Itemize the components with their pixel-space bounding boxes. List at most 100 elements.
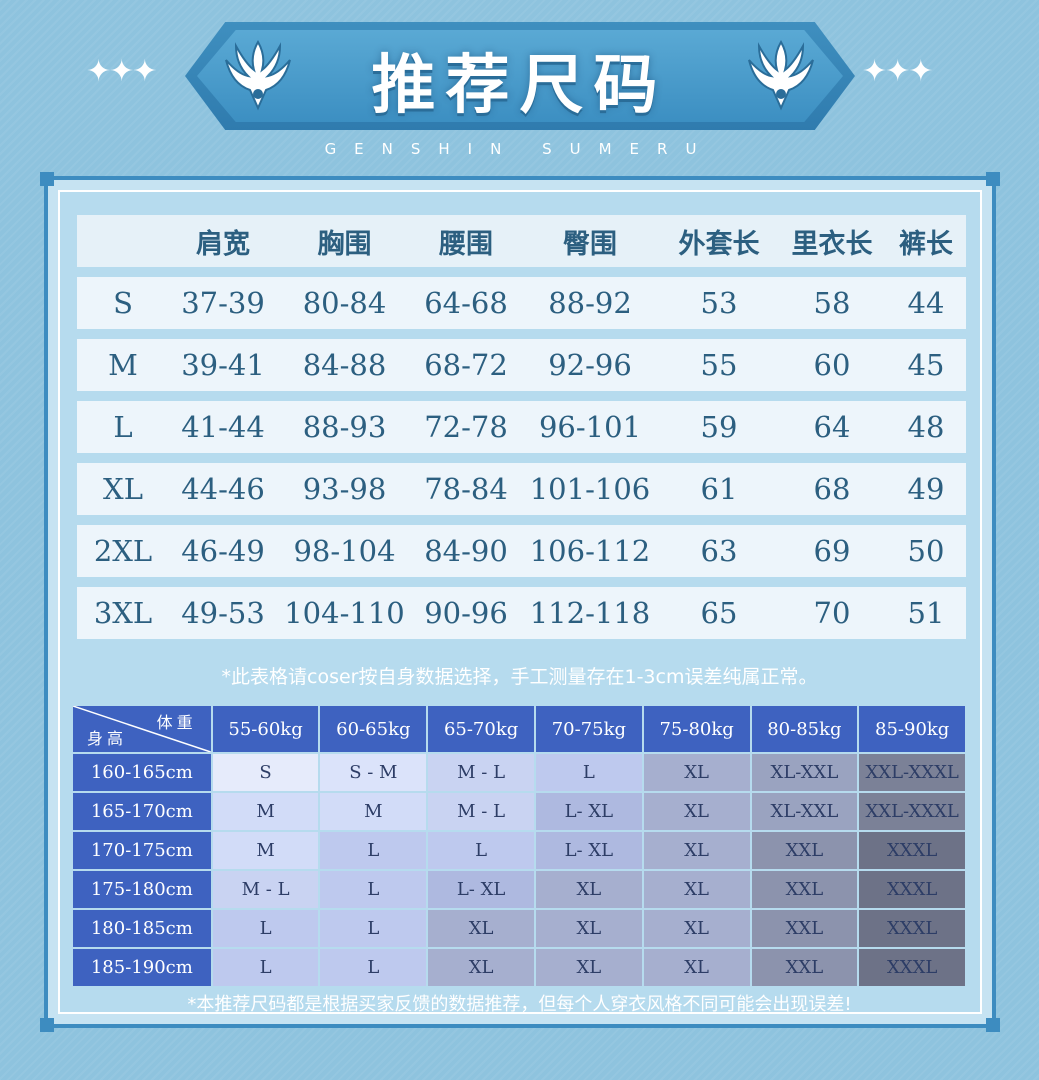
size-table-header: 肩宽 胸围 腰围 臀围 外套长 里衣长 裤长 <box>77 215 966 267</box>
measurement-cell: 46-49 <box>181 534 265 568</box>
frame-corner <box>986 172 1000 186</box>
recommended-size-cell: L <box>320 871 427 908</box>
measurement-cell: 50 <box>907 534 945 568</box>
weight-column-header: 75-80kg <box>643 706 750 752</box>
size-row: L 41-44 88-93 72-78 96-101 59 64 48 <box>77 401 966 453</box>
measurement-cell: 98-104 <box>293 534 396 568</box>
title-banner-inner <box>197 30 843 122</box>
weight-column-header: 85-90kg <box>859 706 966 752</box>
measurement-cell: 37-39 <box>181 286 265 320</box>
recommended-size-cell: XL <box>643 793 750 830</box>
recommended-size-cell: XL-XXL <box>751 754 858 791</box>
frame-corner <box>40 172 54 186</box>
height-row-header: 165-170cm <box>73 793 211 830</box>
measurement-cell: 90-96 <box>424 596 508 630</box>
recommended-size-cell: XXL <box>751 949 858 986</box>
height-row-header: 180-185cm <box>73 910 211 947</box>
recommended-size-cell: XL <box>535 910 642 947</box>
size-label: M <box>108 348 138 382</box>
recommendation-note: *本推荐尺码都是根据买家反馈的数据推荐，但每个人穿衣风格不同可能会出现误差! <box>187 994 852 1015</box>
recommended-size-cell: XL <box>643 832 750 869</box>
measurement-cell: 84-88 <box>302 348 387 382</box>
page-title: 推荐尺码 <box>371 49 668 123</box>
measurement-cell: 44-46 <box>181 472 265 506</box>
measurement-cell: 49-53 <box>181 596 265 630</box>
recommended-size-cell: L <box>535 754 642 791</box>
measurement-note: *此表格请coser按自身数据选择，手工测量存在1-3cm误差纯属正常。 <box>221 666 818 688</box>
recommended-size-cell: XXL-XXXL <box>859 754 966 791</box>
height-axis-label: 身高 <box>87 729 128 748</box>
measurement-cell: 64-68 <box>424 286 508 320</box>
measurement-cell: 48 <box>907 410 945 444</box>
recommended-size-cell: XXXL <box>859 949 966 986</box>
recommended-size-cell: XL <box>428 949 534 986</box>
grid-row: 170-175cm M L L L- XL XL XXL XXXL <box>73 832 967 869</box>
recommended-size-cell: L <box>428 832 534 869</box>
recommended-size-cell: XL <box>643 871 750 908</box>
measurement-cell: 68-72 <box>424 348 508 382</box>
recommended-size-cell: L <box>212 910 319 947</box>
measurement-cell: 60 <box>813 348 851 382</box>
measurement-cell: 53 <box>700 286 738 320</box>
recommended-size-cell: L <box>320 949 427 986</box>
recommended-size-cell: XXXL <box>859 871 966 908</box>
weight-axis-label: 体重 <box>156 713 197 732</box>
recommended-size-cell: XXXL <box>859 910 966 947</box>
column-header: 裤长 <box>899 228 953 260</box>
measurement-cell: 112-118 <box>529 596 651 630</box>
size-label: 2XL <box>93 534 153 568</box>
measurement-cell: 78-84 <box>424 472 508 506</box>
measurement-cell: 58 <box>813 286 851 320</box>
measurement-cell: 70 <box>813 596 851 630</box>
measurement-cell: 88-92 <box>548 286 632 320</box>
recommended-size-cell: XL <box>428 910 534 947</box>
measurement-cell: 39-41 <box>181 348 265 382</box>
recommended-size-cell: XL <box>643 754 750 791</box>
height-row-header: 160-165cm <box>73 754 211 791</box>
weight-column-header: 60-65kg <box>320 706 427 752</box>
size-row: S 37-39 80-84 64-68 88-92 53 58 44 <box>77 277 966 329</box>
height-weight-grid: 体重 身高 55-60kg 60-65kg 65-70kg 70-75kg 75-80kg 8… <box>73 706 967 988</box>
weight-column-header: 65-70kg <box>428 706 534 752</box>
recommended-size-cell: XXXL <box>859 832 966 869</box>
measurement-cell: 64 <box>813 410 851 444</box>
frame-corner <box>40 1018 54 1032</box>
grid-header-row: 体重 身高 55-60kg 60-65kg 65-70kg 70-75kg 75-80kg 8… <box>73 706 967 752</box>
page-subtitle: GENSHIN SUMERU <box>324 140 715 158</box>
recommended-size-cell: M <box>212 793 319 830</box>
grid-row: 185-190cm L L XL XL XL XXL XXXL <box>73 949 967 986</box>
recommended-size-cell: XL <box>643 910 750 947</box>
measurement-cell: 68 <box>813 472 851 506</box>
measurement-cell: 93-98 <box>302 472 387 506</box>
recommended-size-cell: L- XL <box>535 832 642 869</box>
height-row-header: 185-190cm <box>73 949 211 986</box>
grid-row: 165-170cm M M M - L L- XL XL XL-XXL XXL-XXXL <box>73 793 967 830</box>
sparkle-stars-right: ✦✦✦ <box>862 54 933 89</box>
recommended-size-cell: XXL <box>751 871 858 908</box>
column-header: 里衣长 <box>791 228 873 260</box>
measurement-cell: 63 <box>700 534 738 568</box>
column-header: 肩宽 <box>196 228 250 260</box>
measurement-cell: 69 <box>813 534 851 568</box>
column-header: 腰围 <box>439 228 493 260</box>
column-header: 臀围 <box>563 228 617 260</box>
measurement-cell: 92-96 <box>548 348 632 382</box>
size-row: M 39-41 84-88 68-72 92-96 55 60 45 <box>77 339 966 391</box>
recommended-size-cell: XXL-XXXL <box>859 793 966 830</box>
recommended-size-cell: M - L <box>212 871 319 908</box>
measurement-cell: 49 <box>907 472 945 506</box>
height-row-header: 170-175cm <box>73 832 211 869</box>
size-row: 2XL 46-49 98-104 84-90 106-112 63 69 50 <box>77 525 966 577</box>
recommended-size-cell: XL <box>535 871 642 908</box>
measurement-cell: 61 <box>700 472 738 506</box>
recommended-size-cell: XXL <box>751 910 858 947</box>
grid-corner-cell: 体重身高 <box>73 706 211 752</box>
weight-column-header: 80-85kg <box>751 706 858 752</box>
weight-column-header: 70-75kg <box>535 706 642 752</box>
frame-corner <box>986 1018 1000 1032</box>
wing-emblem-icon <box>225 39 291 111</box>
column-header: 外套长 <box>678 228 760 260</box>
recommended-size-cell: M - L <box>428 793 534 830</box>
recommended-size-cell: XL-XXL <box>751 793 858 830</box>
